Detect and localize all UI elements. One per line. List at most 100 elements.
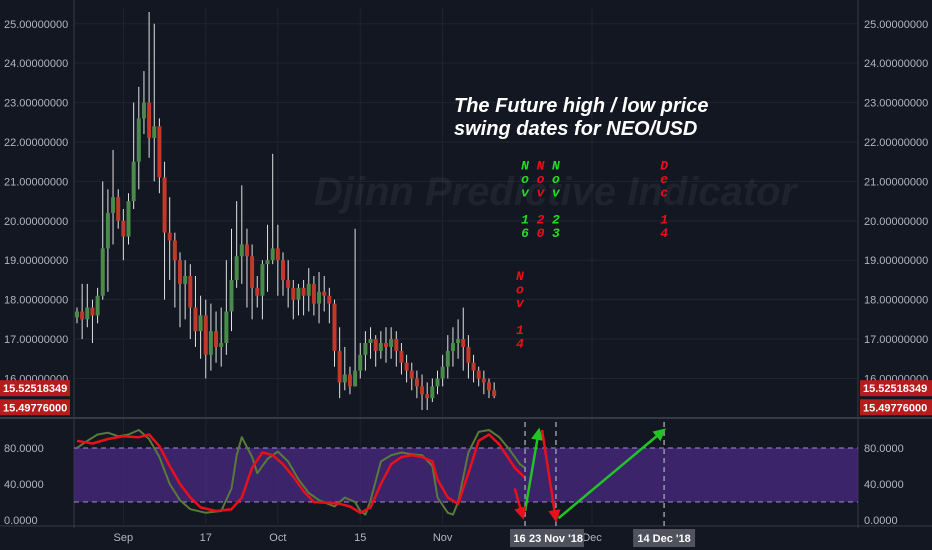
candle-body — [414, 378, 419, 387]
candle-body — [178, 260, 182, 284]
candle-body — [239, 244, 244, 257]
price-tick-label-right: 19.00000000 — [864, 255, 928, 267]
price-tick-label-right: 17.00000000 — [864, 334, 928, 346]
candles — [75, 11, 497, 410]
candle — [244, 228, 249, 308]
candle-body — [270, 248, 275, 261]
candle-body — [121, 220, 126, 237]
swing-date-char: 6 — [521, 226, 529, 241]
candle-body — [430, 386, 435, 399]
candle-body — [126, 201, 131, 237]
price-tag-bg — [0, 399, 70, 416]
price-tag-right: 15.49776000 — [860, 399, 932, 416]
candle — [281, 252, 285, 296]
candle — [80, 283, 85, 340]
price-tag-label: 15.52518349 — [863, 383, 927, 395]
price-tick-label-left: 23.00000000 — [4, 98, 68, 110]
candle-body — [265, 260, 270, 265]
candle-body — [311, 283, 316, 304]
candle-body — [291, 287, 296, 300]
swing-date-nov-23: Nov 23 — [552, 159, 561, 242]
candle — [193, 276, 198, 347]
candle-body — [492, 390, 497, 397]
price-tag-label: 15.49776000 — [3, 402, 67, 414]
time-tick-label: 17 — [200, 532, 212, 544]
price-tick-label-left: 18.00000000 — [4, 295, 68, 307]
candle — [208, 303, 213, 371]
price-tag-bg — [860, 399, 932, 416]
candle — [342, 346, 347, 391]
date-tag-bg — [527, 529, 584, 547]
swing-date-char: N — [537, 159, 545, 174]
candle-body — [347, 374, 352, 387]
price-tick-label-left: 25.00000000 — [4, 19, 68, 31]
candle — [234, 201, 239, 288]
candle — [327, 287, 332, 324]
candle — [167, 197, 172, 280]
candle-body — [476, 370, 481, 379]
swing-date-char: e — [660, 172, 668, 187]
price-tick-label-right: 24.00000000 — [864, 58, 928, 70]
candle — [332, 299, 337, 367]
time-tick-label: 15 — [354, 532, 366, 544]
swing-date-char: o — [537, 172, 545, 187]
swing-date-char: N — [516, 269, 524, 284]
candle-body — [95, 295, 100, 316]
candle-body — [250, 256, 255, 288]
candle-body — [167, 232, 172, 241]
candle — [311, 276, 316, 316]
swing-arrow — [513, 488, 527, 520]
candle — [389, 327, 394, 359]
price-tag-bg — [860, 380, 932, 397]
candle — [100, 181, 105, 300]
chart-title-line: The Future high / low price — [454, 95, 708, 117]
candle — [466, 335, 471, 379]
candle — [492, 382, 497, 399]
candle — [399, 343, 404, 375]
oscillator-slow-line — [76, 429, 526, 516]
osc-tick-label-left: 0.0000 — [4, 515, 38, 527]
candle-body — [105, 212, 110, 249]
price-tick-label-right: 18.00000000 — [864, 295, 928, 307]
candle — [409, 362, 414, 391]
candle — [337, 327, 342, 399]
candle-body — [147, 102, 152, 139]
candle — [224, 260, 229, 355]
candle-body — [363, 343, 368, 355]
date-tag: 23 Nov '18 — [527, 529, 584, 547]
osc-tick-label-right: 0.0000 — [864, 515, 898, 527]
candle — [250, 244, 255, 320]
candle-body — [481, 378, 486, 383]
candle-body — [358, 354, 363, 371]
candle — [172, 232, 177, 308]
candle — [296, 283, 301, 316]
candle — [373, 335, 378, 367]
candle — [111, 149, 116, 245]
grid — [74, 8, 858, 524]
candle-body — [80, 311, 85, 320]
candle — [121, 209, 126, 261]
price-tick-label-left: 19.00000000 — [4, 255, 68, 267]
candle — [214, 311, 219, 363]
candle-body — [136, 118, 141, 162]
candle-body — [337, 350, 342, 383]
candle-body — [399, 350, 404, 363]
candle-body — [229, 279, 234, 312]
candle-body — [487, 382, 491, 391]
candle-body — [131, 161, 136, 202]
candle — [131, 102, 136, 209]
swing-date-char: 1 — [660, 213, 668, 228]
candle — [116, 189, 121, 229]
price-tick-label-left: 21.00000000 — [4, 176, 68, 188]
candle-body — [317, 291, 322, 304]
candle — [353, 228, 358, 387]
candle-body — [85, 307, 90, 320]
candle-body — [275, 248, 280, 261]
date-tag: 14 Dec '18 — [633, 529, 696, 547]
candle-body — [425, 394, 430, 399]
candle-body — [466, 346, 471, 363]
price-tick-label-right: 22.00000000 — [864, 137, 928, 149]
swing-date-char: v — [521, 186, 530, 201]
candle-body — [183, 276, 188, 284]
